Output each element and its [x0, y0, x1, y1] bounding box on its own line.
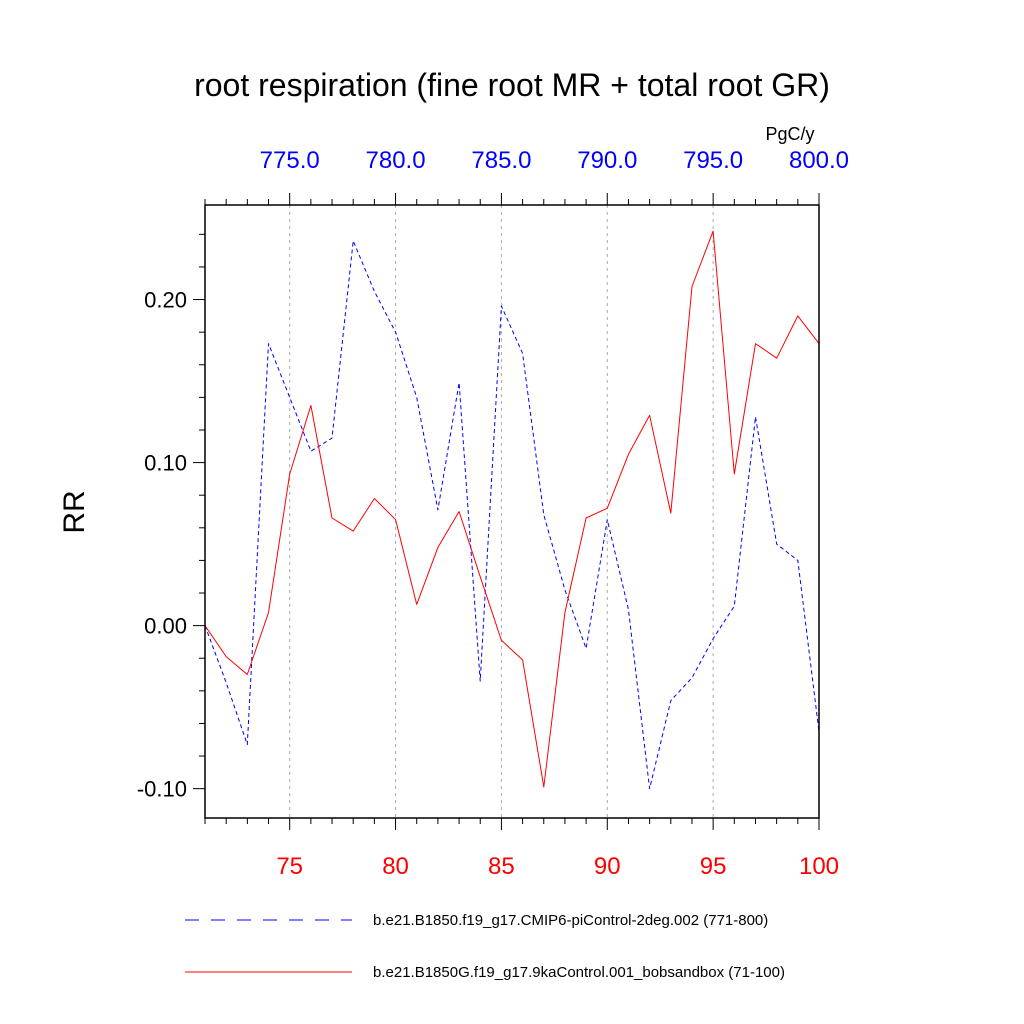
chart-title: root respiration (fine root MR + total r… [194, 67, 830, 103]
bottom-tick-label: 90 [594, 853, 621, 880]
top-tick-label: 785.0 [471, 147, 531, 174]
bottom-tick-label: 80 [382, 853, 409, 880]
series-1-point [352, 240, 354, 242]
left-tick-label: 0.20 [144, 288, 187, 313]
tick-labels: 75 80 85 90 95 100 775.0 780.0 785.0 790.0 795.0 80… [137, 147, 849, 880]
top-tick-label: 775.0 [260, 147, 320, 174]
legend: b.e21.B1850.f19_g17.CMIP6-piControl-2deg… [185, 912, 785, 981]
y-axis-label: RR [58, 490, 91, 533]
bottom-tick-label: 100 [799, 853, 839, 880]
series-1-point [585, 647, 587, 649]
top-axis-units: PgC/y [765, 124, 814, 144]
grid-lines [289, 205, 714, 818]
series-1-point [543, 514, 545, 516]
left-tick-label: 0.10 [144, 451, 187, 476]
series-line-2 [204, 230, 820, 788]
top-tick-label: 800.0 [789, 147, 849, 174]
bottom-tick-label: 75 [276, 853, 303, 880]
bottom-tick-label: 85 [488, 853, 515, 880]
series-group [204, 230, 820, 790]
top-tick-label: 790.0 [577, 147, 637, 174]
series-1-point [733, 605, 735, 607]
axis-ticks [193, 193, 820, 830]
series-line-1 [204, 240, 820, 790]
series-1-point [458, 382, 460, 384]
left-tick-label: 0.00 [144, 614, 187, 639]
series-1-point [225, 681, 227, 683]
plot-frame [204, 204, 820, 819]
bottom-tick-label: 95 [700, 853, 727, 880]
legend-label-2: b.e21.B1850G.f19_g17.9kaControl.001_bobs… [373, 964, 785, 981]
top-tick-label: 795.0 [683, 147, 743, 174]
top-tick-label: 780.0 [366, 147, 426, 174]
left-tick-label: -0.10 [137, 777, 187, 802]
legend-label-1: b.e21.B1850.f19_g17.CMIP6-piControl-2deg… [373, 912, 768, 929]
